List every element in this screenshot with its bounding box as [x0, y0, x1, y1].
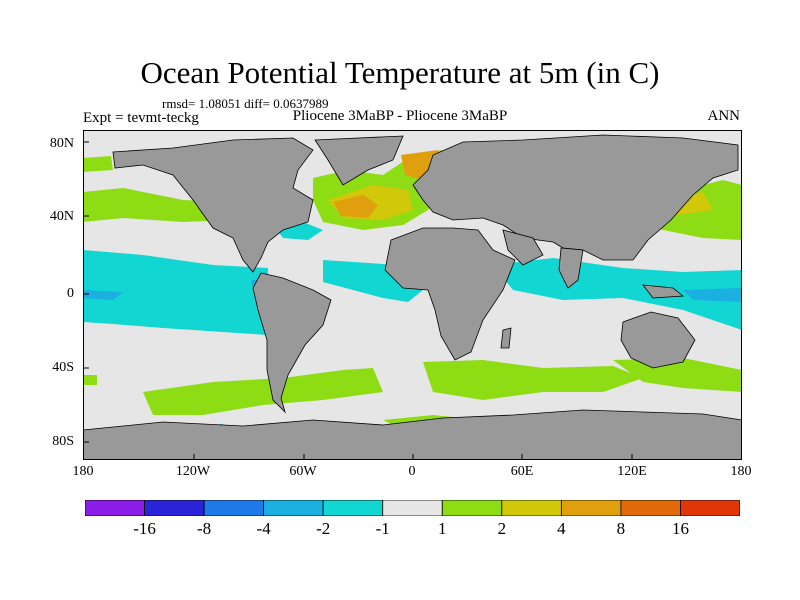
cool-band-indian [493, 258, 742, 330]
map-panel [83, 130, 742, 460]
warm-south-pacific-east [83, 375, 97, 385]
lat-label-80s: 80S [52, 434, 74, 449]
lat-label-0: 0 [67, 286, 74, 301]
greenland [314, 135, 404, 186]
lon-label-60w: 60W [289, 464, 317, 479]
colorbar-box [85, 500, 145, 516]
colorbar-label: 2 [497, 519, 507, 538]
colorbar-box [322, 500, 384, 516]
warm-far-north-pacific [83, 156, 113, 172]
eurasia [412, 134, 739, 261]
warm-southern-atlantic [143, 368, 383, 415]
lat-label-40n: 40N [49, 209, 74, 224]
colorbar-box [144, 500, 205, 516]
warm-north-pacific [83, 188, 233, 222]
lon-label-0: 0 [408, 464, 416, 479]
lon-label-180e: 180 [730, 464, 752, 479]
colorbar-label: 8 [616, 519, 626, 538]
south-america [252, 272, 332, 414]
colorbar-label: 1 [438, 519, 447, 538]
colorbar-box [680, 500, 740, 516]
colorbar-label: -8 [196, 519, 212, 538]
warm-southern-pacific [613, 358, 742, 392]
north-america [112, 137, 314, 273]
colorbar-label: -1 [375, 519, 390, 538]
madagascar [500, 327, 512, 349]
lon-label-120e: 120E [617, 464, 647, 479]
colorbar-box [560, 500, 622, 516]
lat-label-80n: 80N [49, 136, 74, 151]
colorbar-box [203, 500, 265, 516]
antarctica [83, 409, 742, 460]
cool-deep-west-pacific [683, 288, 742, 302]
colorbar-label: 16 [671, 519, 689, 538]
lon-label-120w: 120W [175, 464, 211, 479]
lon-label-180w: 180 [72, 464, 94, 479]
land-masses [83, 134, 742, 460]
stats-label: rmsd= 1.08051 diff= 0.0637989 [162, 96, 329, 111]
experiment-names-label: Pliocene 3MaBP - Pliocene 3MaBP [292, 108, 508, 124]
lat-label-40s: 40S [52, 360, 74, 375]
map-tick-marks [83, 141, 633, 460]
colorbar-label: -16 [133, 519, 156, 538]
colorbar-label: 4 [557, 519, 566, 538]
arabia [502, 229, 544, 266]
colorbar-label: -4 [256, 519, 271, 538]
colorbar-box [501, 500, 562, 516]
colorbar-box [441, 500, 503, 516]
plot-title: Ocean Potential Temperature at 5m (in C) [140, 55, 660, 90]
cool-band-pacific [83, 250, 268, 335]
warm-north-atlantic-peak [333, 195, 378, 218]
warm-southern-indian [423, 360, 643, 400]
experiment-id-label: Expt = tevmt-teckg [83, 110, 199, 126]
colorbar-box [620, 500, 681, 516]
africa [384, 227, 516, 361]
lon-label-60e: 60E [510, 464, 534, 479]
india [558, 247, 584, 289]
season-label: ANN [707, 108, 741, 124]
cool-deep-pacific [83, 290, 123, 300]
colorbar-box [263, 500, 324, 516]
colorbar [85, 500, 740, 516]
colorbar-box [382, 500, 443, 516]
colorbar-label: -2 [316, 519, 331, 538]
australia [620, 311, 696, 369]
indonesia [642, 284, 685, 299]
